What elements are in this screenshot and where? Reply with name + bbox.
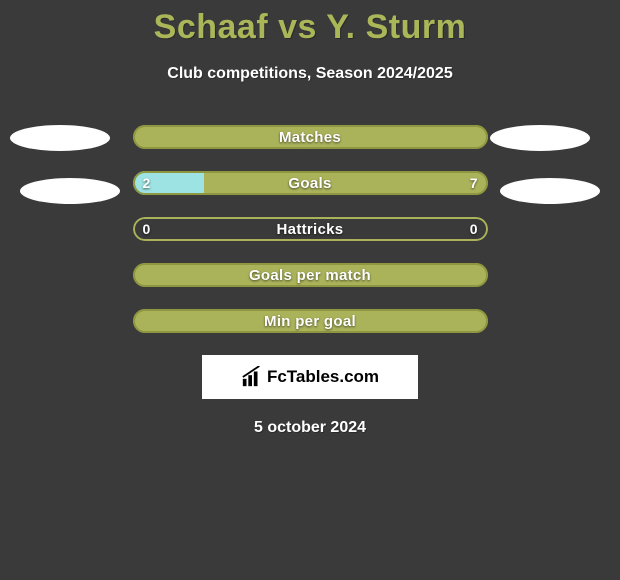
avatar-ellipse-mid_right xyxy=(500,178,600,204)
avatar-ellipse-top_left xyxy=(10,125,110,151)
avatar-ellipse-mid_left xyxy=(20,178,120,204)
stat-row-matches: Matches xyxy=(133,125,488,149)
brand-text: FcTables.com xyxy=(267,367,379,387)
bar-value-right: 0 xyxy=(470,217,478,241)
bar-label: Matches xyxy=(133,125,488,149)
bar-value-left: 2 xyxy=(143,171,151,195)
comparison-rows: Matches Goals2 7 Hattricks0 0 Goals per match… xyxy=(133,125,488,333)
bar-label: Goals per match xyxy=(133,263,488,287)
bar-label: Min per goal xyxy=(133,309,488,333)
bar-label: Hattricks xyxy=(133,217,488,241)
bar-label: Goals xyxy=(133,171,488,195)
date-text: 5 october 2024 xyxy=(0,419,620,437)
stat-row-min-per-goal: Min per goal xyxy=(133,309,488,333)
brand-chart-icon xyxy=(241,366,263,388)
stat-row-hattricks: Hattricks0 0 xyxy=(133,217,488,241)
page-title: Schaaf vs Y. Sturm xyxy=(0,0,620,47)
subtitle: Club competitions, Season 2024/2025 xyxy=(0,65,620,83)
stat-row-goals-per-match: Goals per match xyxy=(133,263,488,287)
stat-row-goals: Goals2 7 xyxy=(133,171,488,195)
bar-value-right: 7 xyxy=(470,171,478,195)
avatar-ellipse-top_right xyxy=(490,125,590,151)
brand-box[interactable]: FcTables.com xyxy=(202,355,418,399)
bar-value-left: 0 xyxy=(143,217,151,241)
